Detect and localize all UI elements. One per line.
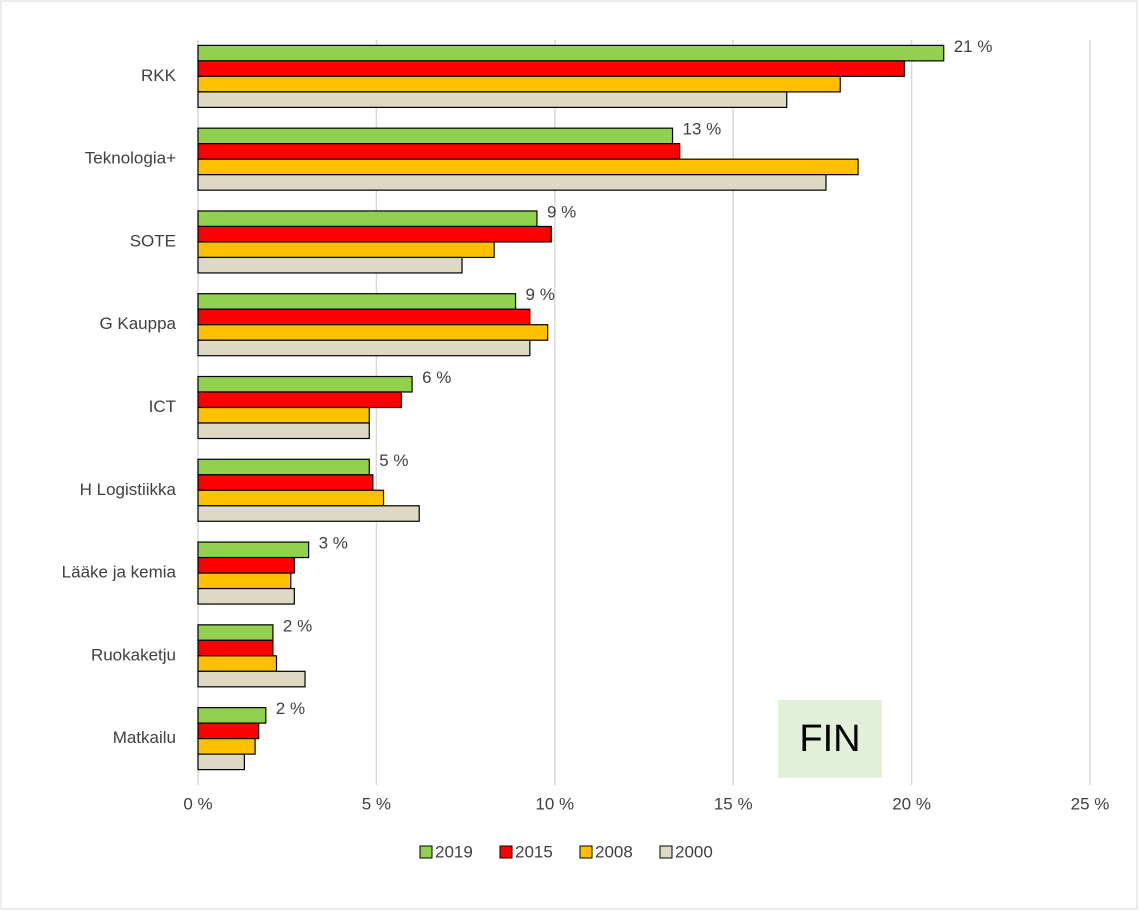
legend-swatch: [499, 845, 513, 859]
bar: [197, 225, 552, 243]
legend-label: 2008: [595, 842, 633, 861]
bar: [197, 391, 402, 409]
x-tick-label: 0 %: [183, 794, 212, 813]
annotation-box: [778, 700, 882, 778]
bar: [197, 556, 295, 574]
y-tick-label: ICT: [149, 397, 176, 416]
data-label: 9 %: [547, 202, 576, 221]
y-tick-label: Ruokaketju: [91, 645, 176, 664]
bar: [197, 91, 788, 108]
y-tick-label: G Kauppa: [99, 314, 176, 333]
x-tick-label: 5 %: [362, 794, 391, 813]
bar: [197, 339, 531, 357]
legend-swatch: [659, 845, 673, 859]
bar: [197, 753, 245, 771]
bar: [197, 489, 385, 507]
bar: [197, 624, 274, 641]
legend-swatch: [579, 845, 593, 859]
bar: [197, 655, 278, 672]
bar: [197, 375, 413, 393]
bar: [197, 75, 841, 93]
bar: [197, 707, 267, 724]
legend-label: 2019: [435, 842, 473, 861]
bar: [197, 738, 256, 755]
y-tick-label: H Logistiikka: [80, 480, 177, 499]
bar: [197, 406, 370, 424]
data-label: 5 %: [379, 451, 408, 470]
bar: [197, 44, 945, 62]
bar: [197, 210, 538, 228]
data-label: 2 %: [276, 699, 305, 718]
bar: [197, 143, 681, 160]
bar: [197, 308, 531, 326]
bar: [197, 241, 495, 259]
data-label: 13 %: [683, 120, 722, 139]
bar: [197, 670, 306, 688]
bar: [197, 722, 260, 740]
legend-swatch: [419, 845, 433, 859]
data-label: 9 %: [526, 285, 555, 304]
data-label: 3 %: [319, 534, 348, 553]
bar: [197, 572, 292, 590]
bar: [197, 474, 374, 491]
y-tick-label: Matkailu: [113, 728, 176, 747]
y-tick-label: SOTE: [130, 231, 176, 250]
bar: [197, 60, 906, 77]
y-tick-label: Teknologia+: [85, 149, 176, 168]
x-tick-label: 10 %: [535, 794, 574, 813]
y-tick-label: Lääke ja kemia: [62, 563, 177, 582]
legend-label: 2000: [675, 842, 713, 861]
annotation: FIN: [799, 718, 860, 760]
bar: [197, 324, 549, 341]
data-label: 2 %: [283, 616, 312, 635]
bar: [197, 587, 295, 605]
bar: [197, 293, 517, 310]
x-tick-label: 15 %: [714, 794, 753, 813]
data-label: 21 %: [954, 37, 993, 56]
bar: [197, 158, 859, 176]
bar: [197, 541, 310, 559]
bar: [197, 422, 370, 440]
bar: [197, 174, 827, 191]
bar: [197, 127, 674, 145]
bar: [197, 505, 420, 522]
bar: [197, 458, 370, 476]
y-tick-label: RKK: [141, 66, 177, 85]
bar: [197, 639, 274, 657]
legend-label: 2015: [515, 842, 553, 861]
x-tick-label: 25 %: [1071, 794, 1110, 813]
data-label: 6 %: [422, 368, 451, 387]
x-tick-label: 20 %: [892, 794, 931, 813]
bar: [197, 256, 463, 274]
